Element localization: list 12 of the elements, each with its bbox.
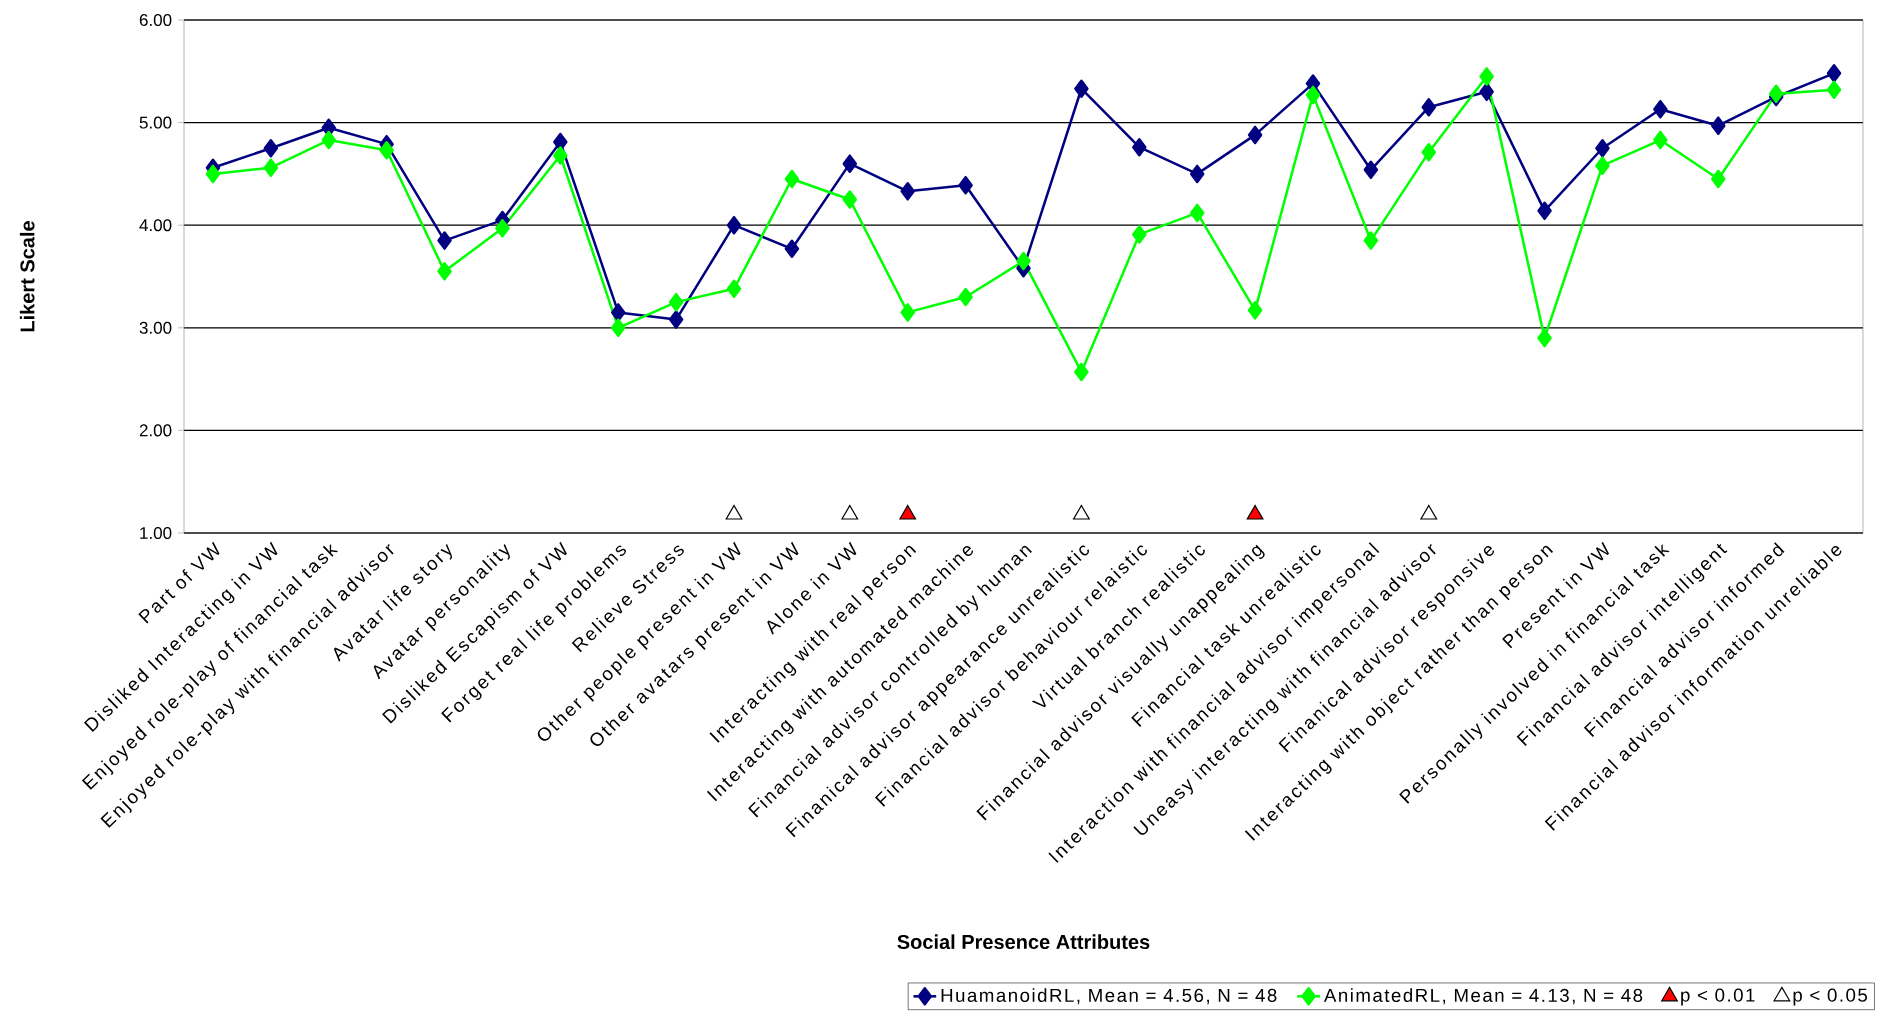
y-tick-label: 3.00 <box>139 321 172 334</box>
y-tick-label: 6.00 <box>139 13 172 27</box>
legend-label: p < 0.01 <box>1681 988 1755 1006</box>
y-axis-title: Likert Scale <box>19 221 35 332</box>
x-axis-title: Social Presence Attributes <box>897 934 1150 950</box>
y-tick-label: 4.00 <box>139 219 172 232</box>
y-tick-label: 1.00 <box>140 526 172 540</box>
y-tick-label: 2.00 <box>139 424 172 437</box>
legend-label: p < 0.05 <box>1793 988 1867 1006</box>
legend-label: AnimatedRL, Mean = 4.13, N = 48 <box>1323 988 1643 1005</box>
legend-label: HuamanoidRL, Mean = 4.56, N = 48 <box>941 988 1277 1005</box>
y-tick-label: 5.00 <box>139 116 172 129</box>
